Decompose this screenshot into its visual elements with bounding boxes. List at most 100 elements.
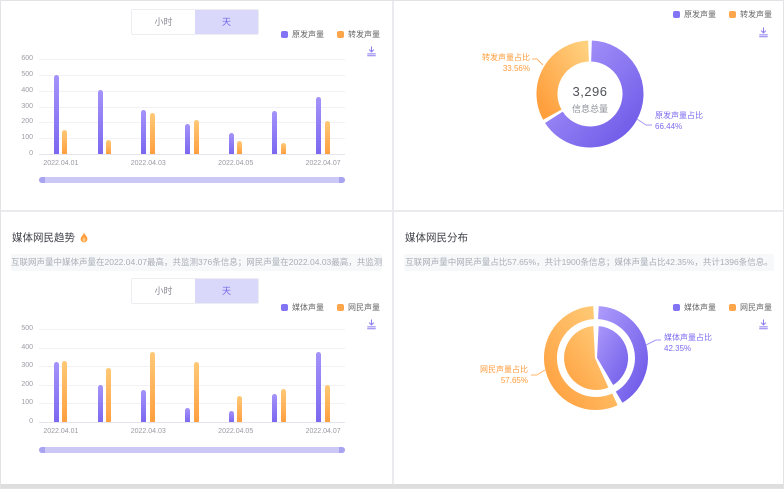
donut-chart-origin-repost (532, 40, 652, 148)
legend: 原发声量 转发声量 (281, 29, 380, 40)
bar-转发声量-2022.04.05 (237, 141, 243, 154)
legend-label: 媒体声量 (292, 303, 324, 312)
legend-marker-orange (729, 304, 736, 311)
y-tick-label: 500 (21, 325, 33, 332)
datazoom-slider[interactable] (39, 177, 345, 183)
pie-slice-原发声量占比 (545, 40, 644, 148)
legend-item-netizen[interactable]: 网民声量 (337, 302, 380, 313)
bar-网民声量-2022.04.01 (62, 360, 68, 422)
gridline (39, 366, 345, 368)
bar-原发声量-2022.04.03 (141, 109, 147, 154)
legend-item-origin[interactable]: 原发声量 (673, 9, 716, 20)
datazoom-slider[interactable] (39, 447, 345, 453)
legend-item-repost[interactable]: 转发声量 (729, 9, 772, 20)
legend-marker-orange (337, 304, 344, 311)
toggle-day-button[interactable]: 天 (195, 10, 258, 34)
legend-item-media[interactable]: 媒体声量 (281, 302, 324, 313)
panel-origin-repost-share: 原发声量 转发声量 3,296 信息总量 转发声量 (394, 1, 783, 210)
y-tick-label: 300 (21, 362, 33, 370)
legend-label: 转发声量 (348, 30, 380, 39)
y-tick-label: 400 (21, 343, 33, 351)
bar-网民声量-2022.04.07 (324, 384, 330, 422)
slice-pct: 42.35% (664, 344, 692, 353)
bar-原发声量-2022.04.05 (228, 132, 234, 154)
bar-转发声量-2022.04.06 (280, 142, 286, 154)
gridline (39, 90, 345, 92)
y-tick-label: 200 (21, 118, 33, 126)
gridline (39, 59, 345, 60)
download-icon[interactable] (758, 317, 770, 330)
plot-area (39, 329, 345, 423)
x-tick-label: 2022.04.01 (43, 428, 79, 435)
nested-pie-chart-media-netizen (531, 306, 661, 410)
window-edge (1, 484, 783, 488)
label-connector (531, 369, 546, 376)
pie-inner-slice-网民声量占比 (562, 323, 612, 392)
total-value: 3,296 (572, 84, 608, 99)
y-tick-label: 600 (21, 55, 33, 62)
legend-label: 媒体声量 (684, 303, 716, 312)
slice-name: 网民声量占比 (480, 365, 528, 374)
panel-title: 媒体网民分布 (405, 230, 468, 245)
toggle-hour-button[interactable]: 小时 (132, 279, 195, 303)
x-tick-label: 2022.04.05 (218, 428, 254, 435)
x-tick-label: 2022.04.07 (305, 160, 341, 167)
legend-item-netizen[interactable]: 网民声量 (729, 302, 772, 313)
legend-marker-orange (729, 11, 736, 18)
legend-label: 网民声量 (740, 303, 772, 312)
pie-inner-slice-媒体声量占比 (594, 323, 631, 388)
gridline (39, 74, 345, 76)
slice-label-origin: 原发声量占比 66.44% (655, 110, 703, 132)
slice-pct: 66.44% (655, 122, 683, 131)
flame-icon (80, 232, 88, 243)
y-tick-label: 300 (21, 102, 33, 110)
slice-pct: 33.56% (502, 64, 530, 73)
toggle-day-button[interactable]: 天 (195, 279, 258, 303)
legend-item-origin[interactable]: 原发声量 (281, 29, 324, 40)
x-tick-label: 2022.04.01 (43, 160, 79, 167)
slice-pct: 57.65% (500, 376, 528, 385)
gridline (39, 422, 345, 423)
bar-chart-media-netizen: 0 100 200 300 400 500 2022.04.01 2022.04.03 2022… (21, 325, 345, 435)
title-text: 媒体网民趋势 (12, 232, 75, 244)
toggle-hour-button[interactable]: 小时 (132, 10, 195, 34)
legend-marker-purple (281, 31, 288, 38)
bar-媒体声量-2022.04.03 (141, 390, 147, 422)
bar-媒体声量-2022.04.04 (185, 408, 190, 422)
gridline (39, 329, 345, 330)
bar-转发声量-2022.04.02 (106, 139, 112, 154)
bar-转发声量-2022.04.07 (324, 120, 330, 154)
y-tick-label: 0 (29, 150, 33, 157)
legend-item-media[interactable]: 媒体声量 (673, 302, 716, 313)
panel-title: 媒体网民趋势 (12, 230, 89, 245)
y-tick-label: 0 (29, 418, 33, 425)
bar-原发声量-2022.04.06 (272, 111, 278, 154)
y-tick-label: 400 (21, 86, 33, 94)
legend-marker-orange (337, 31, 344, 38)
plot-area (39, 59, 345, 155)
summary-text: 互联网声量中网民声量占比57.65%，共计1900条信息；媒体声量占比42.35… (404, 254, 774, 271)
bar-原发声量-2022.04.04 (185, 123, 190, 154)
legend: 原发声量 转发声量 (673, 9, 772, 20)
bar-媒体声量-2022.04.05 (228, 410, 234, 422)
y-tick-label: 200 (21, 380, 33, 388)
legend-label: 原发声量 (292, 30, 324, 39)
title-text: 媒体网民分布 (405, 232, 468, 244)
download-icon[interactable] (366, 317, 378, 330)
gridline (39, 138, 345, 140)
download-icon[interactable] (366, 44, 378, 57)
bar-原发声量-2022.04.07 (316, 97, 322, 154)
download-icon[interactable] (758, 25, 770, 38)
legend-item-repost[interactable]: 转发声量 (337, 29, 380, 40)
bar-网民声量-2022.04.02 (106, 368, 112, 422)
slice-label-repost: 转发声量占比 33.56% (466, 52, 530, 74)
summary-text: 互联网声量中媒体声量在2022.04.07最高，共监测376条信息；网民声量在2… (11, 254, 382, 271)
donut-center-total: 3,296 信息总量 (540, 84, 640, 115)
bar-原发声量-2022.04.02 (97, 89, 103, 154)
bar-网民声量-2022.04.04 (193, 361, 199, 422)
label-connector (645, 339, 661, 346)
x-tick-label: 2022.04.07 (305, 428, 341, 435)
slice-label-media: 媒体声量占比 42.35% (664, 332, 712, 354)
bar-媒体声量-2022.04.06 (272, 394, 278, 422)
